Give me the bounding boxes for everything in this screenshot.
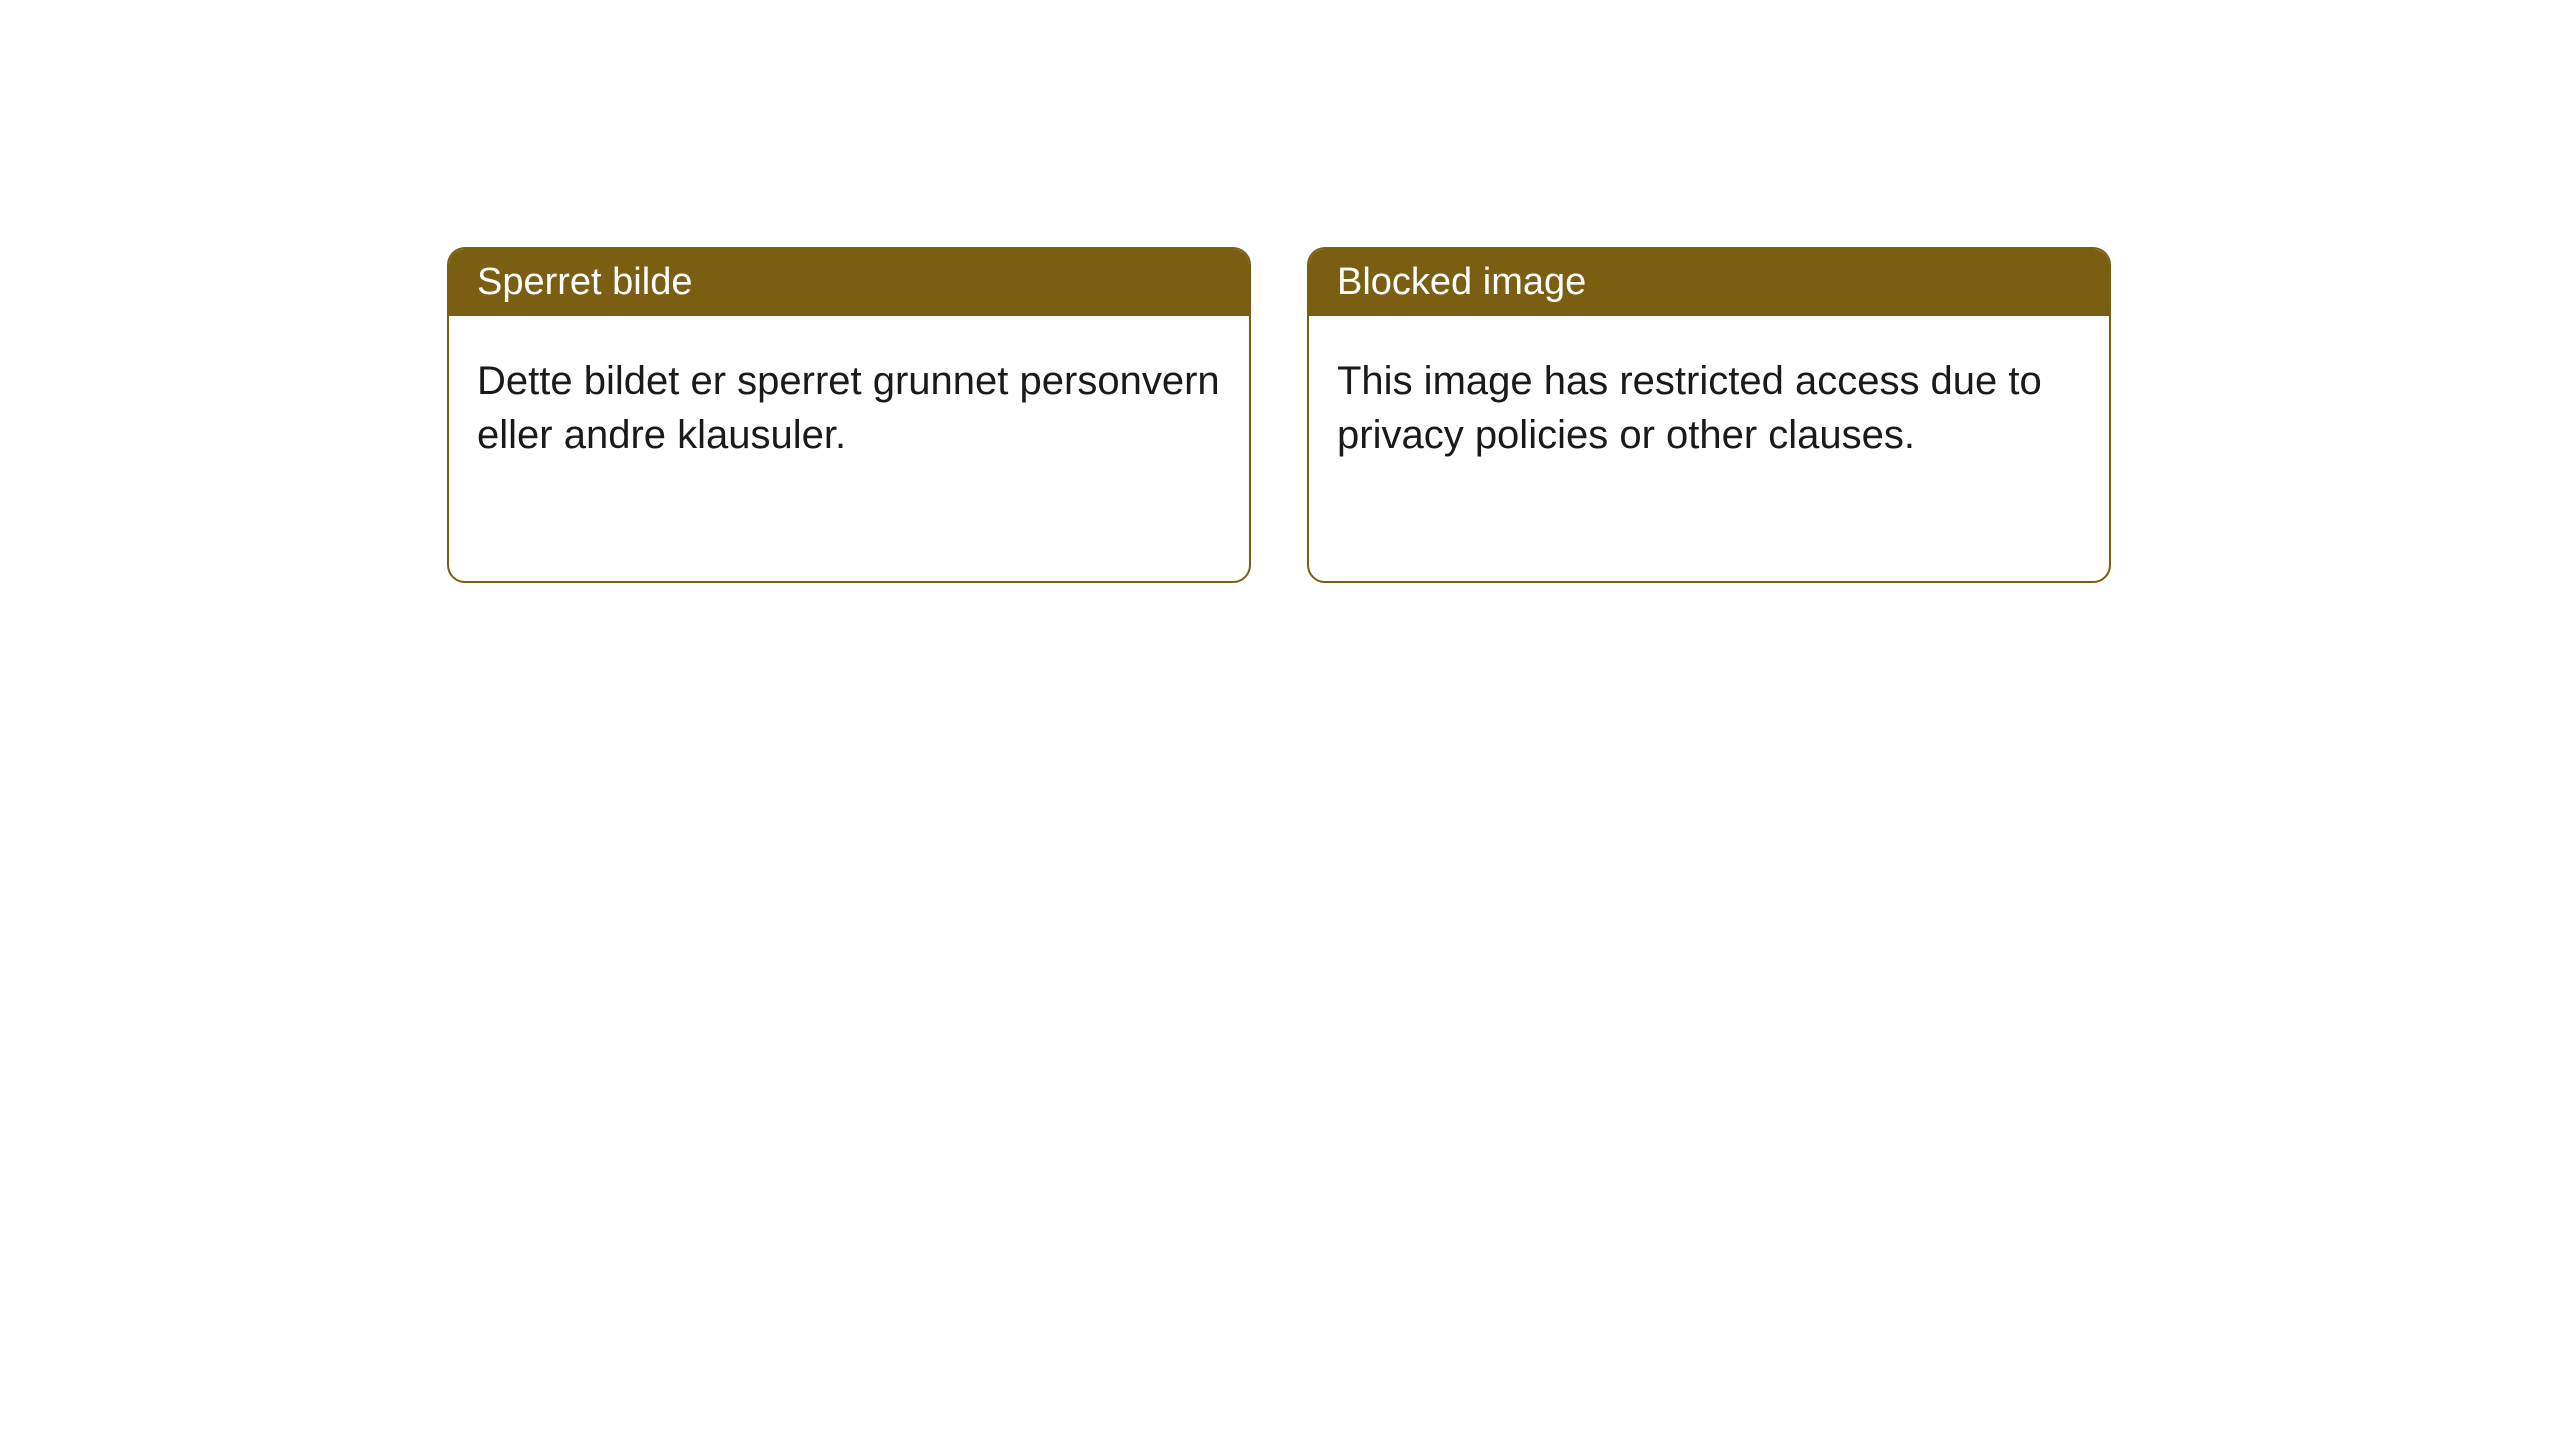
card-body-text: This image has restricted access due to … — [1337, 359, 2042, 457]
card-header: Sperret bilde — [449, 249, 1249, 316]
blocked-image-card-en: Blocked image This image has restricted … — [1307, 247, 2111, 583]
card-title: Blocked image — [1337, 261, 1586, 303]
card-header: Blocked image — [1309, 249, 2109, 316]
notice-cards-container: Sperret bilde Dette bildet er sperret gr… — [447, 247, 2111, 583]
card-body: This image has restricted access due to … — [1309, 316, 2109, 500]
blocked-image-card-no: Sperret bilde Dette bildet er sperret gr… — [447, 247, 1251, 583]
card-title: Sperret bilde — [477, 261, 692, 303]
card-body: Dette bildet er sperret grunnet personve… — [449, 316, 1249, 500]
card-body-text: Dette bildet er sperret grunnet personve… — [477, 359, 1220, 457]
